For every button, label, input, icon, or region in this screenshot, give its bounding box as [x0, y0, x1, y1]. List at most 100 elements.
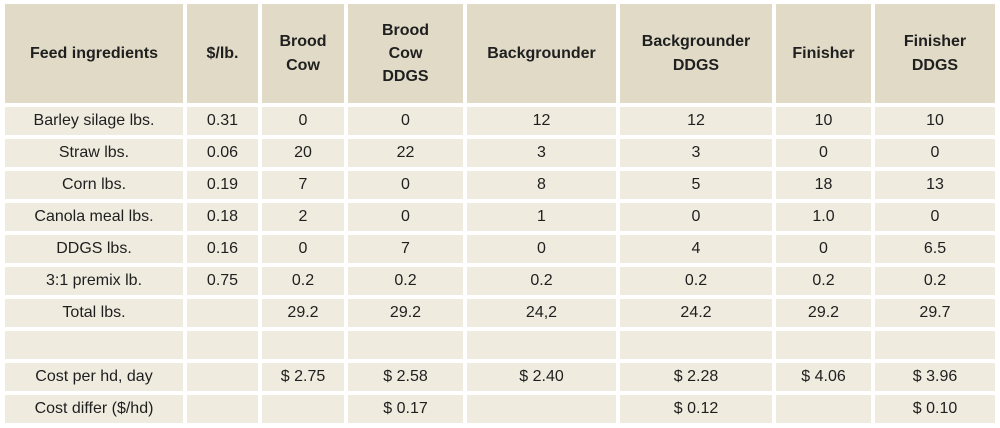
value-cell: 0	[348, 203, 463, 231]
column-header-brood-cow: Brood Cow	[262, 4, 344, 103]
value-cell: 1.0	[776, 203, 871, 231]
value-cell: 24.2	[620, 299, 772, 327]
value-cell: $ 0.12	[620, 395, 772, 423]
row-label-cell: Total lbs.	[5, 299, 183, 327]
value-cell: 0.2	[776, 267, 871, 295]
value-cell: 0	[875, 203, 995, 231]
value-cell: 0	[467, 235, 616, 263]
value-cell	[467, 331, 616, 359]
value-cell: 7	[348, 235, 463, 263]
header-row: Feed ingredients $/lb. Brood Cow Brood C…	[5, 4, 995, 103]
value-cell	[187, 299, 258, 327]
value-cell: 0.2	[875, 267, 995, 295]
value-cell: $ 2.58	[348, 363, 463, 391]
value-cell: 22	[348, 139, 463, 167]
value-cell: 0	[348, 171, 463, 199]
value-cell: 0.16	[187, 235, 258, 263]
table-header: Feed ingredients $/lb. Brood Cow Brood C…	[5, 4, 995, 103]
row-label-cell: Cost differ ($/hd)	[5, 395, 183, 423]
value-cell	[262, 395, 344, 423]
value-cell: $ 4.06	[776, 363, 871, 391]
value-cell: 0.2	[620, 267, 772, 295]
value-cell	[467, 395, 616, 423]
value-cell: 0	[776, 139, 871, 167]
value-cell: $ 0.17	[348, 395, 463, 423]
table-row: 3:1 premix lb. 0.75 0.2 0.2 0.2 0.2 0.2 0.2	[5, 267, 995, 295]
column-header-backgrounder: Backgrounder	[467, 4, 616, 103]
value-cell: 20	[262, 139, 344, 167]
column-header-finisher-ddgs: Finisher DDGS	[875, 4, 995, 103]
row-label-cell: Corn lbs.	[5, 171, 183, 199]
value-cell: $ 3.96	[875, 363, 995, 391]
value-cell	[187, 363, 258, 391]
value-cell: 0	[262, 107, 344, 135]
spacer-row	[5, 331, 995, 359]
row-label-cell	[5, 331, 183, 359]
value-cell: 3	[467, 139, 616, 167]
table-row: Barley silage lbs. 0.31 0 0 12 12 10 10	[5, 107, 995, 135]
value-cell: 12	[620, 107, 772, 135]
table-row: Cost per hd, day $ 2.75 $ 2.58 $ 2.40 $ 2.28…	[5, 363, 995, 391]
column-header-finisher: Finisher	[776, 4, 871, 103]
value-cell: 1	[467, 203, 616, 231]
value-cell: 0	[262, 235, 344, 263]
value-cell: 4	[620, 235, 772, 263]
value-cell: 0	[620, 203, 772, 231]
value-cell	[776, 331, 871, 359]
value-cell	[620, 331, 772, 359]
table-row: Straw lbs. 0.06 20 22 3 3 0 0	[5, 139, 995, 167]
value-cell	[262, 331, 344, 359]
value-cell: 29.2	[776, 299, 871, 327]
value-cell: 13	[875, 171, 995, 199]
row-label-cell: Barley silage lbs.	[5, 107, 183, 135]
value-cell: 0.2	[348, 267, 463, 295]
value-cell: 0.18	[187, 203, 258, 231]
value-cell: 0.31	[187, 107, 258, 135]
value-cell: 29.2	[348, 299, 463, 327]
table-row: Cost differ ($/hd) $ 0.17 $ 0.12 $ 0.10	[5, 395, 995, 423]
value-cell: $ 0.10	[875, 395, 995, 423]
value-cell: 24,2	[467, 299, 616, 327]
value-cell: 0	[776, 235, 871, 263]
value-cell: 10	[776, 107, 871, 135]
value-cell: 0.2	[467, 267, 616, 295]
value-cell	[187, 331, 258, 359]
column-header-backgrounder-ddgs: Backgrounder DDGS	[620, 4, 772, 103]
row-label-cell: Cost per hd, day	[5, 363, 183, 391]
value-cell: 10	[875, 107, 995, 135]
value-cell: $ 2.28	[620, 363, 772, 391]
value-cell: $ 2.40	[467, 363, 616, 391]
value-cell: 0.19	[187, 171, 258, 199]
value-cell: 3	[620, 139, 772, 167]
value-cell	[776, 395, 871, 423]
table-row: DDGS lbs. 0.16 0 7 0 4 0 6.5	[5, 235, 995, 263]
value-cell: 29.7	[875, 299, 995, 327]
value-cell: $ 2.75	[262, 363, 344, 391]
value-cell: 18	[776, 171, 871, 199]
row-label-cell: Straw lbs.	[5, 139, 183, 167]
column-header-brood-cow-ddgs: Brood Cow DDGS	[348, 4, 463, 103]
column-header-feed-ingredients: Feed ingredients	[5, 4, 183, 103]
value-cell: 7	[262, 171, 344, 199]
table-body: Barley silage lbs. 0.31 0 0 12 12 10 10 Straw lb…	[5, 107, 995, 423]
table-row: Corn lbs. 0.19 7 0 8 5 18 13	[5, 171, 995, 199]
value-cell: 0	[875, 139, 995, 167]
value-cell: 29.2	[262, 299, 344, 327]
row-label-cell: DDGS lbs.	[5, 235, 183, 263]
value-cell: 8	[467, 171, 616, 199]
value-cell: 0	[348, 107, 463, 135]
column-header-price-per-lb: $/lb.	[187, 4, 258, 103]
value-cell	[348, 331, 463, 359]
value-cell: 2	[262, 203, 344, 231]
value-cell: 5	[620, 171, 772, 199]
value-cell: 0.75	[187, 267, 258, 295]
row-label-cell: 3:1 premix lb.	[5, 267, 183, 295]
value-cell: 0.06	[187, 139, 258, 167]
row-label-cell: Canola meal lbs.	[5, 203, 183, 231]
table-row: Total lbs. 29.2 29.2 24,2 24.2 29.2 29.7	[5, 299, 995, 327]
table-row: Canola meal lbs. 0.18 2 0 1 0 1.0 0	[5, 203, 995, 231]
value-cell	[875, 331, 995, 359]
value-cell: 0.2	[262, 267, 344, 295]
value-cell: 12	[467, 107, 616, 135]
